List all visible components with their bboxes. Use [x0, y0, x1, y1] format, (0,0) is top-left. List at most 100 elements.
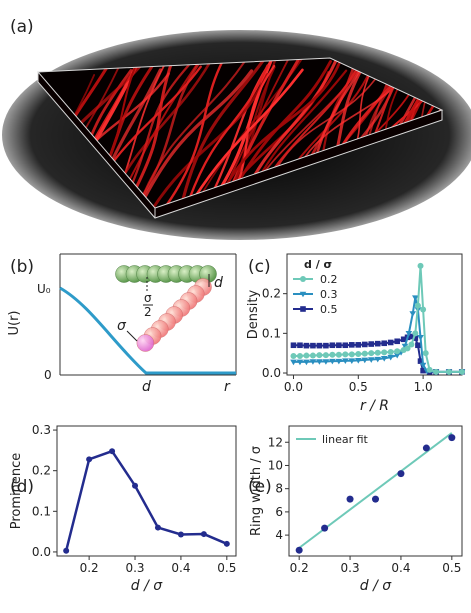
- data-point: [109, 448, 116, 455]
- y-tick-label: 0.0: [262, 366, 281, 380]
- y-axis-label: Prominence: [9, 453, 24, 530]
- data-point: [355, 342, 362, 348]
- data-point: [394, 338, 400, 345]
- data-point: [408, 333, 415, 340]
- data-point: [355, 350, 362, 357]
- data-point: [420, 306, 427, 313]
- y-tick-label: 0.2: [262, 287, 281, 301]
- x-tick-label: 0.5: [349, 380, 368, 394]
- data-point: [290, 342, 297, 349]
- data-point: [348, 351, 355, 358]
- data-point: [322, 359, 330, 365]
- data-point: [303, 342, 310, 349]
- potential-curve: [59, 286, 236, 375]
- data-point: [290, 352, 297, 359]
- b-ylabel: U(r): [7, 310, 22, 335]
- data-point: [420, 367, 426, 374]
- data-point: [63, 547, 70, 554]
- x-tick-label: 0.2: [290, 561, 309, 575]
- filament-strand: [124, 64, 190, 201]
- y-tick-label: 8: [275, 482, 283, 496]
- data-point: [309, 359, 317, 365]
- data-point: [446, 368, 453, 375]
- y-tick-label: 4: [275, 528, 283, 542]
- data-point: [361, 341, 368, 348]
- legend-marker: [300, 306, 306, 312]
- data-point: [303, 352, 310, 359]
- filament-strand: [142, 69, 254, 201]
- data-point: [397, 470, 405, 478]
- data-point: [86, 456, 93, 463]
- data-point: [346, 495, 354, 503]
- y-tick-label: 6: [275, 505, 283, 519]
- x-tick-label: 0.4: [171, 561, 190, 575]
- x-tick-label: 0.2: [80, 561, 99, 575]
- x-tick-label: 1.0: [414, 380, 433, 394]
- data-point: [394, 348, 401, 355]
- data-point: [132, 482, 139, 489]
- data-point: [387, 354, 395, 361]
- half-sigma-num: σ: [144, 291, 152, 305]
- legend-marker: [299, 291, 307, 298]
- data-point: [354, 358, 362, 364]
- data-point: [393, 352, 401, 359]
- data-point: [316, 342, 323, 349]
- y-tick-label: 0.2: [32, 464, 51, 478]
- y-axis-label: Density: [246, 289, 261, 339]
- data-point: [381, 340, 388, 347]
- data-point: [381, 349, 388, 356]
- b-xtick-d: d: [142, 379, 151, 395]
- data-point: [459, 368, 465, 375]
- legend-entry: 0.5: [320, 303, 338, 316]
- data-point: [329, 358, 336, 365]
- data-point: [368, 350, 375, 357]
- data-point: [335, 351, 342, 358]
- data-point: [336, 342, 342, 349]
- y-axis-label: Ring width / σ: [249, 446, 264, 536]
- data-point: [409, 311, 417, 317]
- data-point: [349, 342, 355, 348]
- data-point: [309, 352, 316, 359]
- y-tick-label: 0.3: [32, 423, 51, 437]
- x-tick-label: 0.3: [125, 561, 144, 575]
- data-point: [417, 335, 424, 341]
- data-point: [368, 341, 375, 347]
- data-point: [303, 359, 310, 366]
- data-point: [290, 359, 297, 366]
- sigma-marker: [126, 330, 138, 342]
- filament-strand: [188, 64, 269, 200]
- x-axis-label: d / σ: [131, 578, 164, 594]
- b-ytick-0: 0: [44, 368, 52, 382]
- bead-pink: [136, 334, 155, 352]
- data-point: [404, 345, 411, 352]
- data-point: [342, 351, 349, 358]
- data-point: [422, 350, 429, 357]
- data-point: [412, 295, 419, 301]
- panel-label-e: (e): [248, 477, 272, 497]
- y-tick-label: 0.0: [32, 545, 51, 559]
- x-axis-label: d / σ: [360, 578, 393, 594]
- data-point: [342, 358, 349, 365]
- data-point: [380, 356, 388, 362]
- data-point: [310, 342, 316, 349]
- filament-strand: [151, 73, 269, 208]
- b-ytick-u0: U₀: [37, 282, 51, 296]
- data-point: [177, 531, 184, 538]
- data-point: [322, 352, 329, 359]
- x-tick-label: 0.0: [284, 380, 303, 394]
- filament-strand: [134, 58, 207, 208]
- panel-label-d: (d): [10, 477, 34, 497]
- data-point: [316, 359, 323, 365]
- filament-strand: [219, 58, 345, 197]
- panel-label-b: (b): [10, 257, 34, 277]
- data-point: [335, 358, 343, 365]
- data-point: [417, 262, 424, 269]
- data-point: [154, 524, 161, 531]
- x-tick-label: 0.3: [341, 561, 360, 575]
- y-tick-label: 0.1: [262, 326, 281, 340]
- data-point: [414, 302, 421, 309]
- plot-frame: [286, 253, 463, 376]
- data-point: [415, 342, 421, 349]
- y-tick-label: 12: [268, 435, 283, 449]
